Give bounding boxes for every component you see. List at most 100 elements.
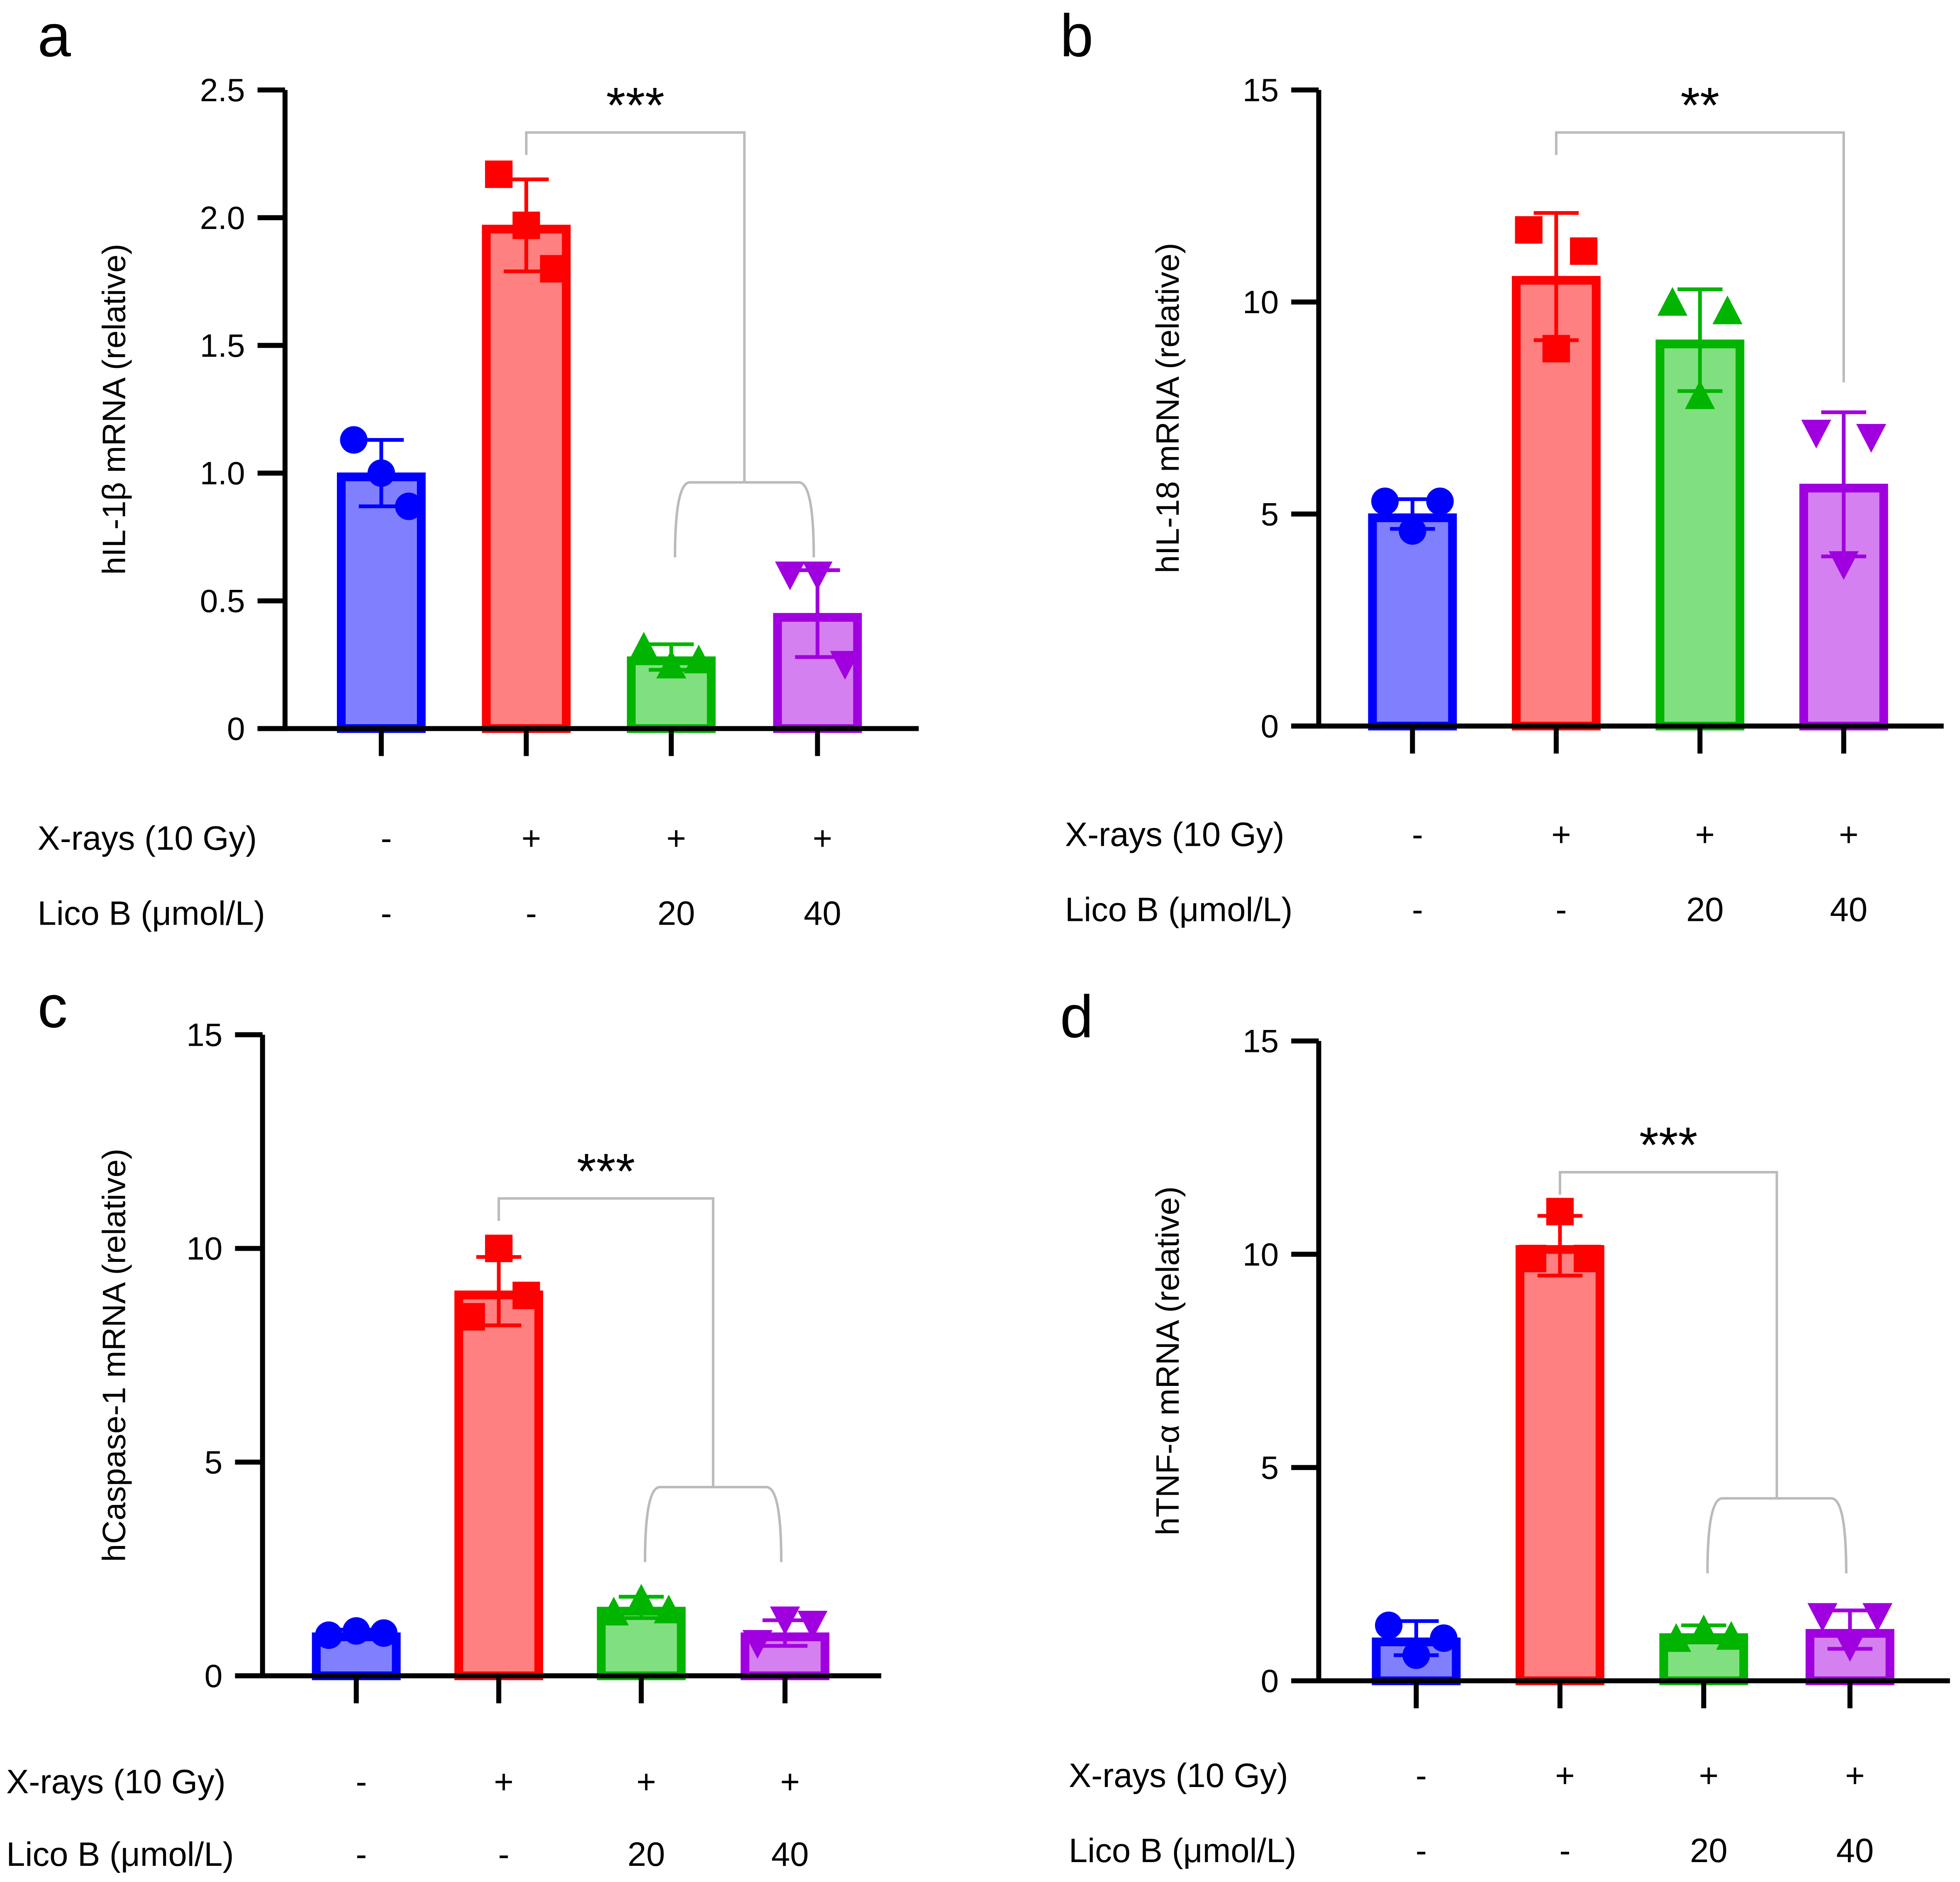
y-tick-label: 5: [1260, 1449, 1279, 1486]
data-point: [1519, 1244, 1546, 1273]
data-point: [1573, 1244, 1602, 1273]
data-point: [457, 1303, 485, 1331]
panel-b: b hIL-18 mRNA (relative) 0 5 10 15 ** X-rays (1…: [1060, 2, 1944, 928]
y-tick-label: 5: [1260, 496, 1279, 532]
data-point: [1371, 487, 1399, 515]
significance-label: ***: [577, 1143, 635, 1199]
y-tick-label: 0: [1260, 708, 1279, 744]
panel-c: c hCaspase-1 mRNA (relative) 0 5 10 15 *** X-ra…: [6, 973, 882, 1873]
data-point: [512, 1281, 540, 1310]
sub-bracket: [644, 1486, 783, 1562]
condition-xrays: +: [780, 1763, 800, 1801]
y-tick-label: 15: [1243, 72, 1279, 108]
sub-bracket: [1706, 1497, 1848, 1573]
significance-bracket: [1555, 131, 1845, 382]
condition-lico: -: [380, 894, 392, 932]
significance-label: **: [1680, 77, 1719, 133]
y-axis-label: hCaspase-1 mRNA (relative): [95, 1149, 132, 1562]
data-point: [1430, 1624, 1458, 1652]
condition-lico: -: [1412, 891, 1423, 928]
y-tick-label: 15: [186, 1017, 222, 1053]
data-point: [830, 651, 860, 680]
y-tick-label: 15: [1243, 1023, 1279, 1059]
data-point: [1856, 424, 1887, 453]
data-point: [1542, 335, 1570, 363]
data-point: [340, 426, 368, 454]
condition-lico: 40: [804, 894, 841, 932]
data-point: [802, 561, 833, 591]
sub-bracket: [673, 481, 815, 558]
condition-xrays: -: [1412, 816, 1423, 854]
y-tick-label: 2.0: [200, 200, 245, 236]
data-point: [342, 1617, 370, 1645]
data-point: [1807, 1603, 1838, 1632]
condition-xrays: +: [1845, 1757, 1865, 1794]
condition-xrays: +: [1699, 1757, 1719, 1794]
y-tick-label: 1.5: [200, 327, 245, 364]
row-label-lico: Lico B (μmol/L): [1069, 1832, 1297, 1870]
data-point: [1689, 1614, 1719, 1643]
y-tick-label: 10: [186, 1230, 222, 1267]
condition-lico: 20: [658, 894, 695, 932]
y-axis-label: hTNF-α mRNA (relative): [1149, 1186, 1186, 1536]
data-point: [1402, 1641, 1430, 1669]
condition-lico: 40: [1830, 891, 1867, 928]
significance-label: ***: [606, 77, 665, 133]
data-point: [1828, 551, 1859, 580]
data-point: [315, 1621, 343, 1649]
y-tick-label: 0: [227, 710, 245, 747]
condition-lico: 20: [1690, 1832, 1727, 1870]
data-point: [1375, 1612, 1403, 1639]
data-point: [370, 1619, 398, 1647]
data-point: [1546, 1198, 1574, 1225]
row-label-lico: Lico B (μmol/L): [1065, 891, 1293, 928]
condition-xrays: +: [1695, 816, 1715, 854]
row-label-lico: Lico B (μmol/L): [6, 1836, 234, 1873]
data-point: [684, 644, 714, 674]
data-point: [629, 632, 659, 661]
data-point: [775, 561, 805, 591]
condition-lico: -: [1559, 1832, 1570, 1870]
panel-label: c: [37, 973, 67, 1040]
data-point: [626, 1584, 656, 1613]
y-tick-label: 10: [1243, 284, 1279, 320]
row-label-lico: Lico B (μmol/L): [37, 894, 265, 932]
panel-a: a hIL-1β mRNA (relative) 0 0.5 1.0 1.5 2.0 2.5 *…: [37, 2, 919, 932]
condition-lico: -: [1555, 891, 1567, 928]
y-axis-label: hIL-1β mRNA (relative): [95, 244, 132, 575]
condition-xrays: +: [666, 820, 686, 857]
row-label-xrays: X-rays (10 Gy): [1065, 816, 1285, 854]
row-label-xrays: X-rays (10 Gy): [1069, 1757, 1288, 1794]
y-tick-label: 1.0: [200, 455, 245, 492]
condition-xrays: +: [636, 1763, 656, 1801]
y-axis-label: hIL-18 mRNA (relative): [1149, 243, 1186, 573]
data-point: [770, 1606, 800, 1636]
data-point: [1862, 1603, 1893, 1632]
condition-xrays: -: [356, 1763, 367, 1801]
data-point: [1716, 1621, 1746, 1650]
row-label-xrays: X-rays (10 Gy): [37, 820, 257, 857]
data-point: [540, 255, 568, 283]
condition-xrays: -: [1416, 1757, 1427, 1794]
y-tick-label: 5: [205, 1444, 223, 1480]
condition-lico: -: [356, 1836, 367, 1873]
row-label-xrays: X-rays (10 Gy): [6, 1763, 226, 1801]
condition-xrays: +: [813, 820, 833, 857]
condition-xrays: +: [1555, 1757, 1575, 1794]
condition-lico: -: [526, 894, 537, 932]
data-point: [599, 1597, 629, 1626]
panel-label: a: [37, 2, 71, 69]
data-point: [485, 1234, 513, 1262]
condition-lico: -: [498, 1836, 510, 1873]
significance-label: ***: [1639, 1117, 1698, 1173]
data-point: [1835, 1633, 1865, 1662]
bar: [454, 1290, 544, 1680]
data-point: [1657, 287, 1688, 316]
data-point: [1399, 517, 1426, 545]
condition-xrays: +: [1551, 816, 1571, 854]
condition-lico: 20: [1686, 891, 1724, 928]
data-point: [485, 160, 513, 188]
data-point: [653, 1595, 684, 1624]
bar: [482, 224, 571, 733]
